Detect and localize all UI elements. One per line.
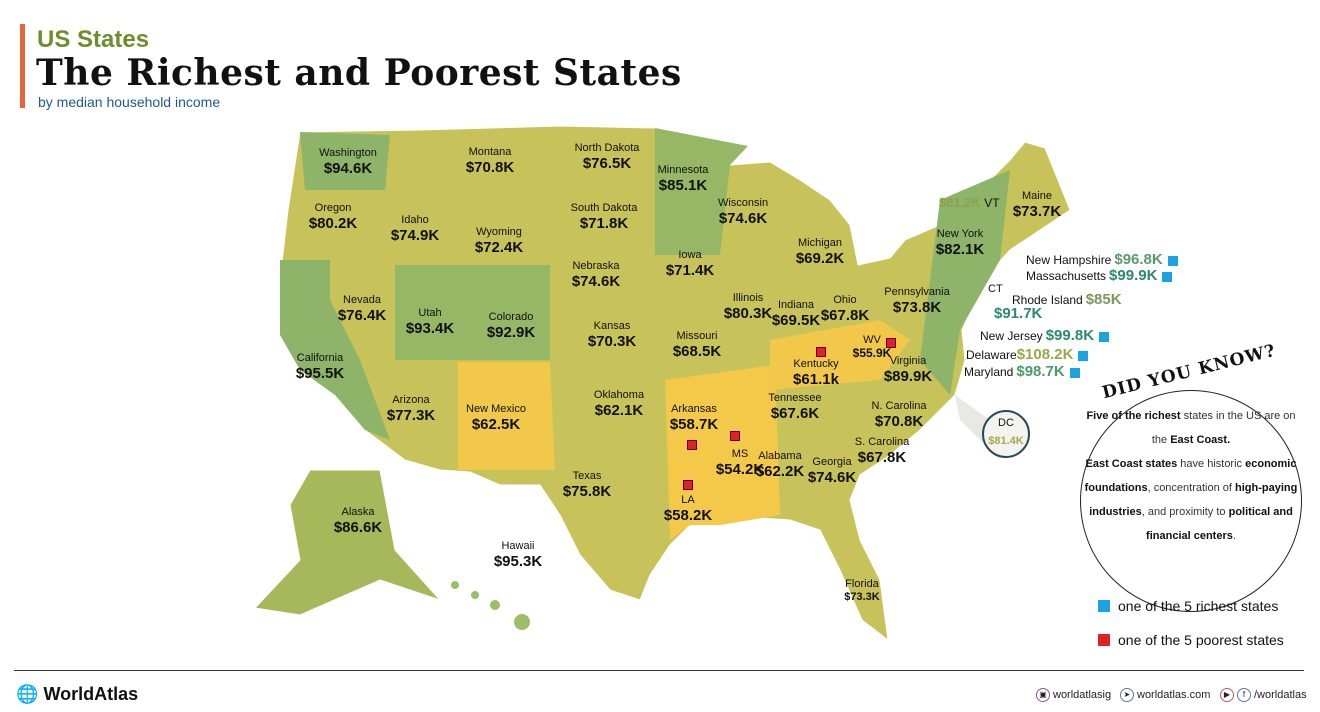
callout-maryland: Maryland $98.7K — [964, 363, 1080, 380]
state-montana: Montana $70.8K — [465, 146, 515, 176]
state-indiana: Indiana $69.5K — [771, 299, 821, 329]
state-nebraska: Nebraska $74.6K — [571, 260, 621, 290]
callout-rhode-island: Rhode Island $85K — [1012, 291, 1122, 308]
state-utah: Utah $93.4K — [405, 307, 455, 337]
poor-marker-la — [683, 480, 693, 490]
callout-vt: $81.2K VT — [939, 195, 1000, 210]
legend-poor: one of the 5 poorest states — [1098, 632, 1284, 648]
green-utah-colorado — [395, 265, 550, 360]
state-ohio: Ohio $67.8K — [820, 294, 870, 324]
state-california: California $95.5K — [295, 352, 345, 382]
state-texas: Texas $75.8K — [562, 470, 612, 500]
state-wisconsin: Wisconsin $74.6K — [717, 197, 769, 227]
yellow-south — [665, 365, 780, 540]
green-washington — [300, 132, 390, 190]
state-new-mexico: New Mexico $62.5K — [466, 403, 526, 433]
did-you-know-circle — [1080, 390, 1302, 612]
kicker: US States — [37, 26, 150, 53]
state-kentucky: Kentucky $61.1k — [793, 358, 839, 388]
facebook-icon: f — [1237, 688, 1251, 702]
state-kansas: Kansas $70.3K — [587, 320, 637, 350]
state-missouri: Missouri $68.5K — [672, 330, 722, 360]
poor-marker-arkansas — [687, 440, 697, 450]
state-west-virginia: WV $55.9K — [852, 334, 892, 360]
page-title: The Richest and Poorest States — [36, 52, 682, 94]
green-west-coast — [280, 260, 390, 440]
state-minnesota: Minnesota $85.1K — [657, 164, 709, 194]
instagram-icon: ▣ — [1036, 688, 1050, 702]
state-alabama: Alabama $62.2K — [755, 450, 805, 480]
callout-new-jersey: New Jersey $99.8K — [980, 327, 1110, 344]
website-link[interactable]: ➤ worldatlas.com — [1120, 688, 1210, 702]
youtube-icon: ▶ — [1220, 688, 1234, 702]
accent-bar — [20, 24, 25, 108]
state-iowa: Iowa $71.4K — [665, 249, 715, 279]
legend-rich: one of the 5 richest states — [1098, 598, 1278, 614]
hawaii-islands — [451, 581, 530, 630]
state-wyoming: Wyoming $72.4K — [474, 226, 524, 256]
state-alaska: Alaska $86.6K — [333, 506, 383, 536]
state-new-york: New York $82.1K — [935, 228, 985, 258]
state-virginia: Virginia $89.9K — [883, 355, 933, 385]
state-georgia: Georgia $74.6K — [807, 456, 857, 486]
callout-ct-label: CT — [988, 283, 1003, 295]
state-mississippi: MS $54.2K — [715, 448, 765, 478]
callout-massachusetts: Massachusetts $99.9K — [1026, 267, 1173, 284]
poor-marker-kentucky — [816, 347, 826, 357]
subtitle: by median household income — [38, 94, 221, 110]
state-illinois: Illinois $80.3K — [723, 292, 773, 322]
callout-ct-value: $91.7K — [994, 305, 1043, 322]
state-north-carolina: N. Carolina $70.8K — [871, 400, 927, 430]
alaska-shape — [253, 469, 442, 616]
state-oklahoma: Oklahoma $62.1K — [593, 389, 645, 419]
state-nevada: Nevada $76.4K — [337, 294, 387, 324]
state-pennsylvania: Pennsylvania $73.8K — [884, 286, 950, 316]
green-minnesota — [655, 128, 748, 255]
social-link[interactable]: ▶ f/worldatlas — [1220, 688, 1307, 702]
state-hawaii: Hawaii $95.3K — [493, 540, 543, 570]
cursor-icon: ➤ — [1120, 688, 1134, 702]
state-maine: Maine $73.7K — [1012, 190, 1062, 220]
state-north-dakota: North Dakota $76.5K — [574, 142, 640, 172]
yellow-new-mexico — [458, 362, 555, 470]
callout-delaware: Delaware$108.2K — [966, 346, 1089, 363]
worldatlas-logo: 🌐 WorldAtlas — [16, 684, 139, 704]
state-arkansas: Arkansas $58.7K — [669, 403, 719, 433]
did-you-know-text: Five of the richest states in the US are… — [1084, 410, 1298, 542]
state-south-carolina: S. Carolina $67.8K — [854, 436, 910, 466]
state-oregon: Oregon $80.2K — [308, 202, 358, 232]
state-idaho: Idaho $74.9K — [390, 214, 440, 244]
state-arizona: Arizona $77.3K — [386, 394, 436, 424]
state-louisiana: LA $58.2K — [663, 494, 713, 524]
poor-marker-ms — [730, 431, 740, 441]
state-florida: Florida $73.3K — [844, 578, 880, 603]
state-washington: Washington $94.6K — [319, 147, 377, 177]
instagram-link[interactable]: ▣ worldatlasig — [1036, 688, 1111, 702]
state-colorado: Colorado $92.9K — [486, 311, 536, 341]
globe-icon: 🌐 — [16, 684, 39, 704]
state-michigan: Michigan $69.2K — [795, 237, 845, 267]
state-south-dakota: South Dakota $71.8K — [570, 202, 638, 232]
dc-inset: DC $81.4K — [982, 410, 1030, 458]
green-northeast — [920, 170, 1010, 395]
state-tennessee: Tennessee $67.6K — [768, 392, 822, 422]
callout-new-hampshire: New Hampshire $96.8K — [1026, 251, 1178, 268]
footer-divider — [14, 670, 1304, 671]
poor-marker-wv — [886, 338, 896, 348]
yellow-wv-ky — [770, 320, 910, 390]
